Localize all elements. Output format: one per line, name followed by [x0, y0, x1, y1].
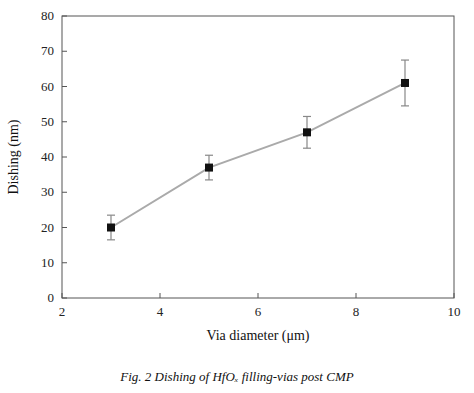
y-tick-label: 30 [41, 184, 54, 199]
y-axis-label: Dishing (nm) [6, 119, 22, 194]
error-bar [303, 116, 311, 148]
x-axis-label: Via diameter (μm) [206, 328, 309, 344]
x-tick [454, 293, 455, 298]
error-bar-cap [401, 59, 409, 60]
y-tick [62, 262, 67, 263]
error-bar-cap [205, 179, 213, 180]
y-tick-label: 50 [41, 114, 54, 129]
error-bar-cap [303, 148, 311, 149]
caption: Fig. 2 Dishing of HfOₓ filling-vias post… [119, 369, 353, 384]
marker [205, 164, 213, 172]
x-tick [160, 293, 161, 298]
x-tick-label: 8 [353, 304, 360, 319]
plot-frame [62, 16, 454, 298]
x-tick [62, 293, 63, 298]
error-bar [205, 155, 213, 180]
y-tick-label: 40 [41, 149, 54, 164]
y-tick [62, 121, 67, 122]
error-bar [401, 60, 409, 106]
y-tick [62, 157, 67, 158]
marker [107, 224, 115, 232]
line [111, 83, 405, 228]
x-tick-label: 2 [59, 304, 66, 319]
y-tick-label: 70 [41, 43, 54, 58]
x-tick-label: 6 [255, 304, 262, 319]
y-tick-label: 0 [48, 290, 55, 305]
y-tick-label: 80 [41, 8, 54, 23]
y-tick [62, 227, 67, 228]
y-tick-label: 20 [41, 220, 54, 235]
y-tick [62, 192, 67, 193]
error-bar-cap [107, 239, 115, 240]
x-tick-label: 4 [157, 304, 164, 319]
error-bar-cap [107, 215, 115, 216]
x-tick [356, 293, 357, 298]
marker [401, 79, 409, 87]
chart: 0 10 20 30 40 50 60 70 80 2 4 6 8 10 Via diameter (μm)… [0, 0, 474, 393]
x-tick [258, 293, 259, 298]
plot-data [107, 60, 409, 240]
error-bar [107, 215, 115, 240]
error-bar-cap [205, 155, 213, 156]
y-tick [62, 86, 67, 87]
y-tick [62, 298, 67, 299]
y-tick [62, 16, 67, 17]
y-tick-label: 60 [41, 79, 54, 94]
error-bar-cap [303, 116, 311, 117]
y-tick [62, 51, 67, 52]
y-tick-label: 10 [41, 255, 54, 270]
marker [303, 128, 311, 136]
x-tick-label: 10 [448, 304, 461, 319]
error-bar-cap [401, 105, 409, 106]
